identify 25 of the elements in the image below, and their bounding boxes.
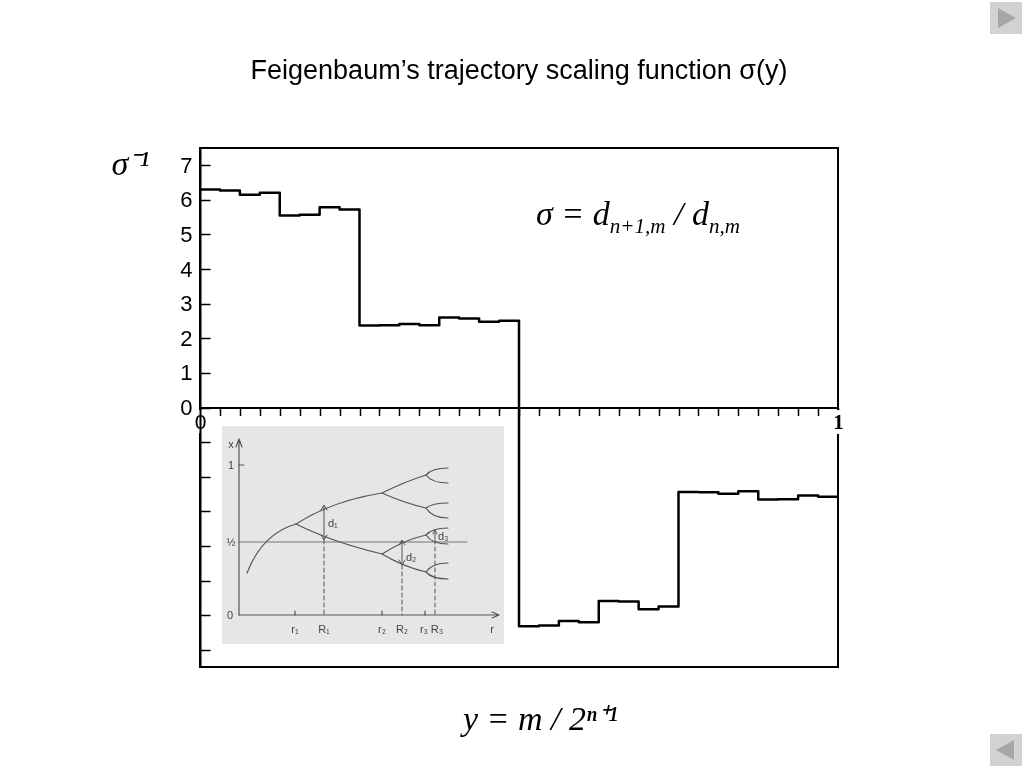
- annotation: r: [490, 623, 495, 635]
- y-tick-label: 7: [180, 152, 193, 178]
- annotation: R₂: [395, 623, 409, 635]
- annotation: x: [228, 438, 235, 450]
- annotation: ½: [226, 536, 236, 548]
- y-tick-label: 1: [180, 360, 193, 386]
- y-tick-label: 2: [180, 325, 193, 351]
- y-axis-title: σ⁻¹: [111, 144, 150, 182]
- y-tick-label: 3: [180, 291, 193, 317]
- annotation: 0: [226, 609, 234, 621]
- annotation: d₂: [406, 551, 417, 563]
- y-tick-label: 4: [180, 256, 193, 282]
- chart-title: Feigenbaum’s trajectory scaling function σ(y): [250, 55, 788, 85]
- annotation: r₁: [291, 623, 299, 635]
- annotation: R₁: [318, 623, 331, 635]
- annotation: 1: [227, 459, 235, 471]
- annotation: d₁: [328, 517, 339, 529]
- annotation: R₃: [430, 623, 444, 635]
- y-tick-label: 6: [180, 187, 193, 213]
- annotation: r₂: [378, 623, 386, 635]
- annotation: r₃: [419, 623, 429, 635]
- x-axis-title: y = m / 2ⁿ⁺¹: [460, 699, 618, 737]
- y-tick-label: 5: [180, 222, 193, 247]
- annotation: d₃: [438, 530, 449, 542]
- annotation: σ = d$_{n+1,m}$ / d$_{n,m}$: [536, 195, 740, 238]
